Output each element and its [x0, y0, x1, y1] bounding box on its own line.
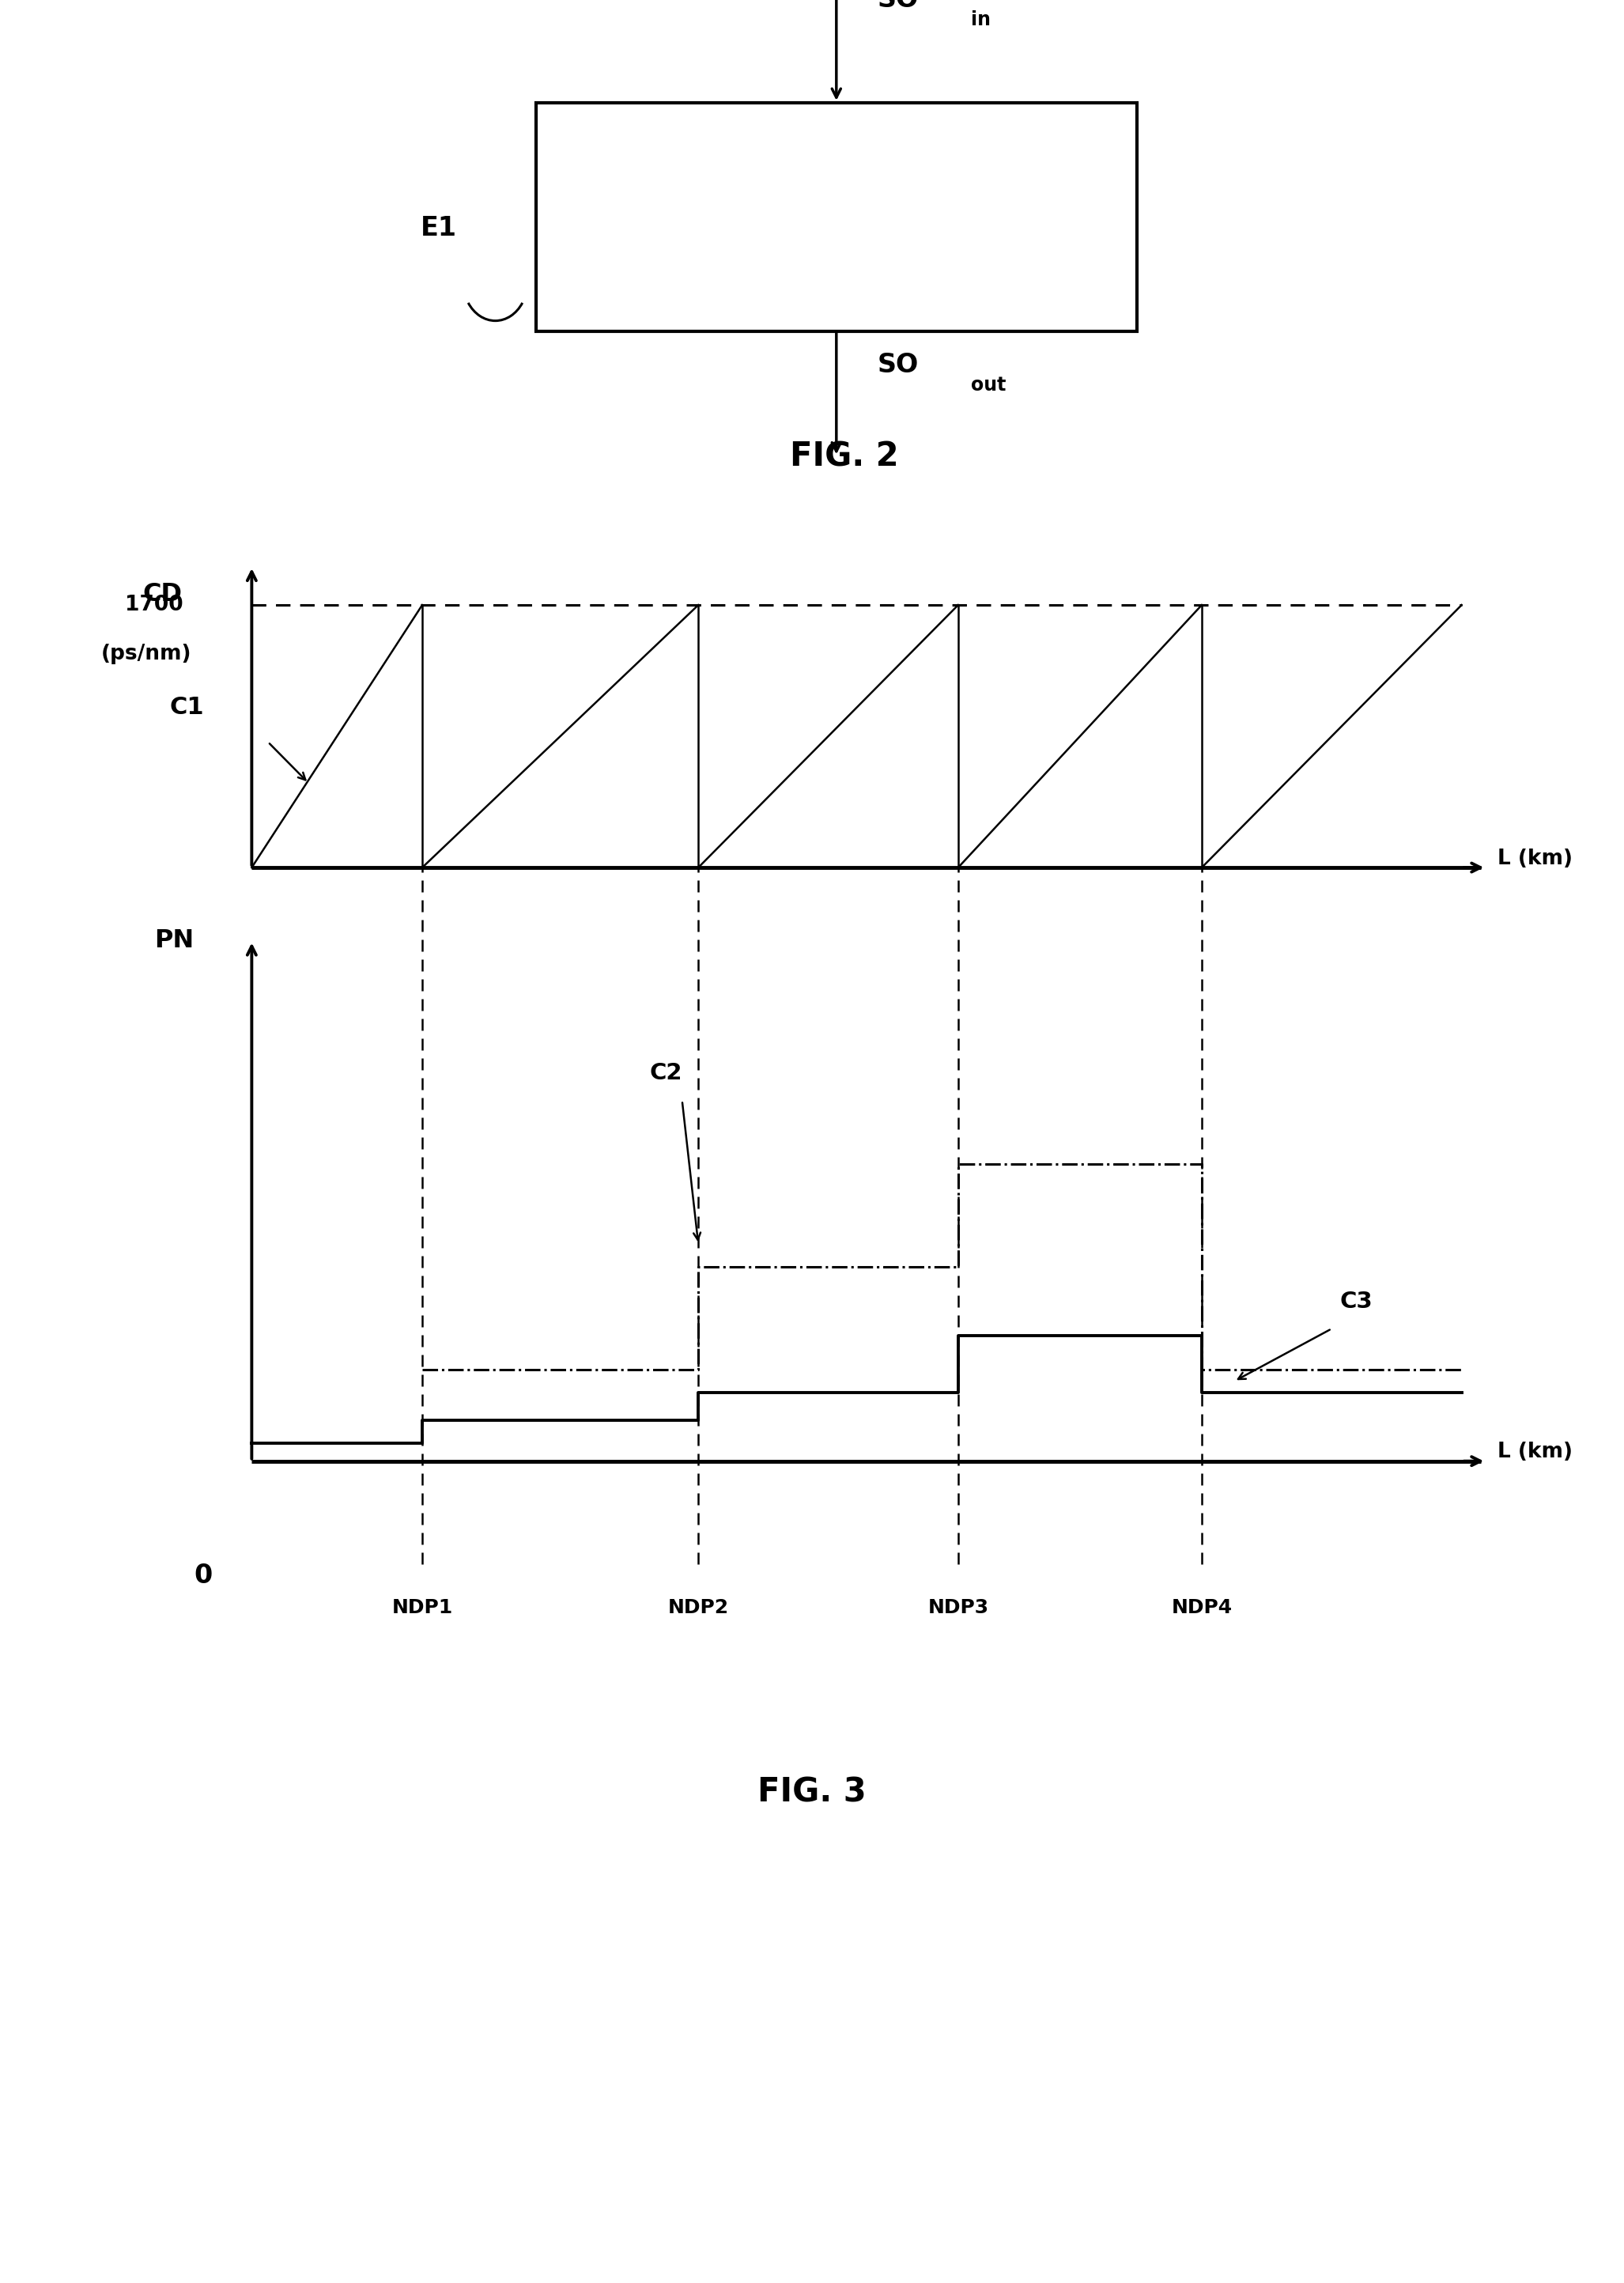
Text: in: in [971, 9, 991, 30]
Text: C3: C3 [1340, 1290, 1372, 1313]
Text: 1700: 1700 [125, 594, 184, 616]
Text: NDP2: NDP2 [667, 1598, 729, 1616]
Text: NDP4: NDP4 [1171, 1598, 1233, 1616]
Text: FIG. 2: FIG. 2 [789, 441, 900, 473]
Text: PN: PN [154, 929, 193, 952]
Text: NDP1: NDP1 [391, 1598, 453, 1616]
Text: SO: SO [877, 352, 918, 377]
Text: 0: 0 [193, 1562, 213, 1589]
Text: C2: C2 [650, 1062, 682, 1084]
Text: E1: E1 [421, 215, 456, 242]
Text: FIG. 3: FIG. 3 [757, 1776, 867, 1808]
Text: out: out [971, 374, 1007, 395]
Text: L (km): L (km) [1497, 847, 1572, 870]
Bar [536, 103, 1137, 331]
Text: NDP3: NDP3 [927, 1598, 989, 1616]
Text: L (km): L (km) [1497, 1441, 1572, 1463]
Text: C1: C1 [169, 696, 205, 719]
Text: CD: CD [143, 582, 182, 607]
Text: (ps/nm): (ps/nm) [101, 644, 192, 664]
Text: SO: SO [877, 0, 918, 11]
